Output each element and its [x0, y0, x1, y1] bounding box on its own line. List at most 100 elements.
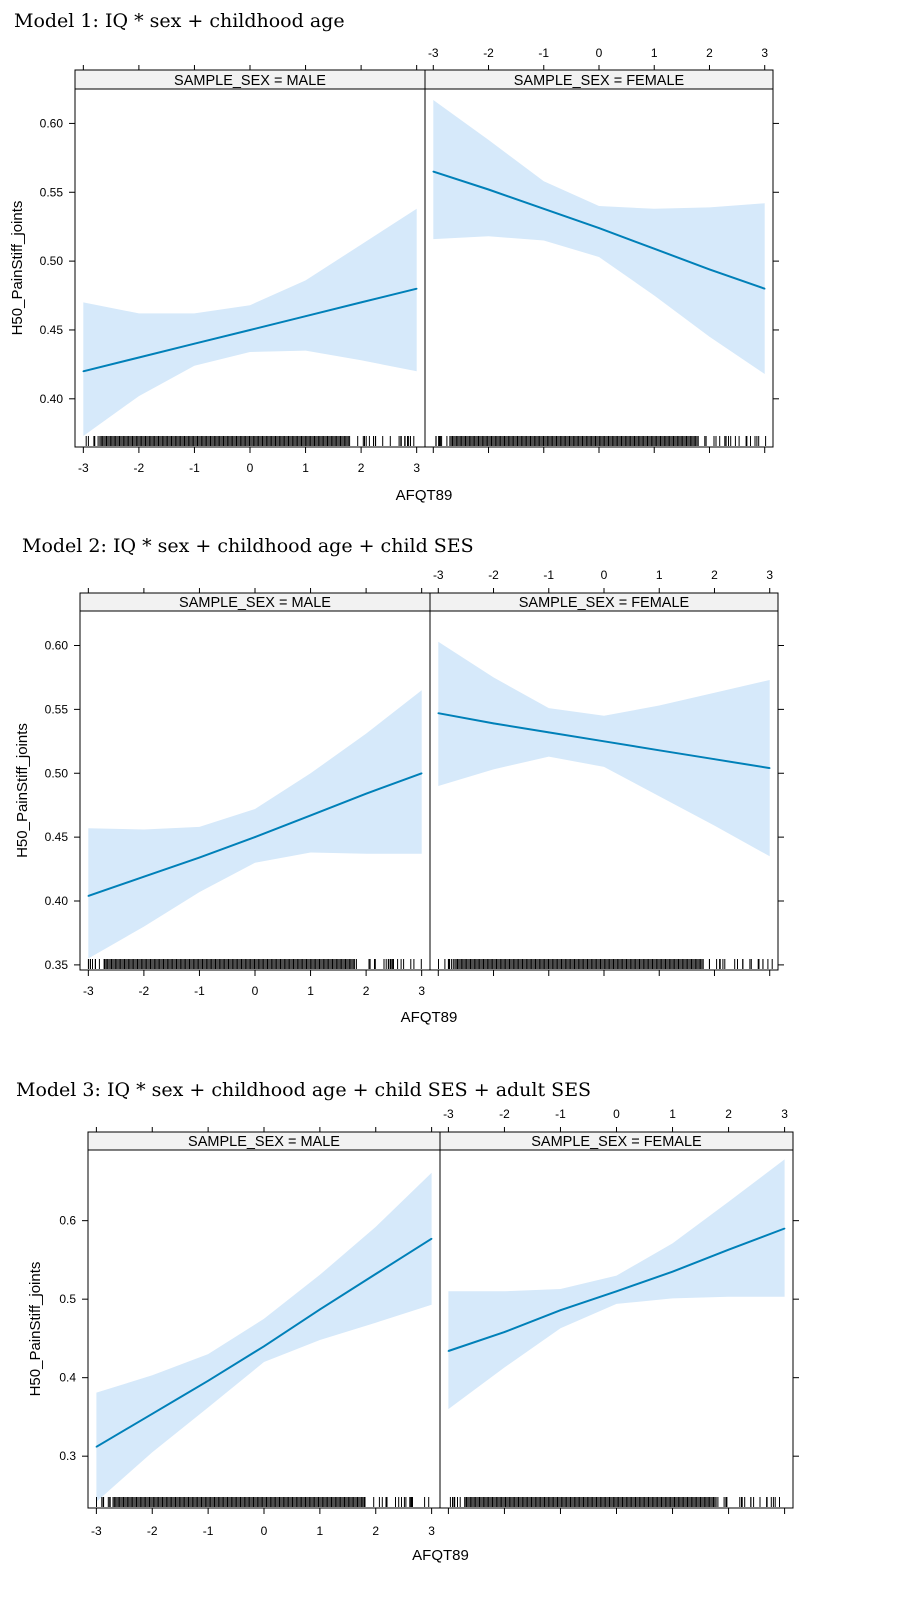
m3-x-tick-label-top: 3 [781, 1107, 788, 1121]
m3-x-axis-label: AFQT89 [412, 1547, 469, 1564]
m3-panel-female-point-2 [559, 1309, 562, 1311]
m3-x-tick-label-bottom: 3 [428, 1524, 435, 1538]
m1-x-tick-label-top: 3 [761, 46, 768, 60]
m3-x-tick-label-top: 0 [613, 1107, 620, 1121]
m2-x-tick-label-bottom: -3 [83, 984, 94, 998]
m1-y-tick-label: 0.60 [40, 116, 64, 130]
m2-panel-male-point-6 [420, 772, 423, 775]
m3-x-tick-label-bottom: 1 [317, 1524, 324, 1538]
m1-panel-female-point-2 [543, 208, 545, 210]
m1-panel-female-point-3 [598, 227, 600, 229]
m1-panel-male-confidence-band [83, 208, 417, 436]
m2-x-tick-label-top: -2 [488, 568, 499, 582]
m2-y-tick-label: 0.45 [45, 830, 69, 844]
m2-panel-male-point-0 [87, 895, 90, 897]
m2-x-tick-label-bottom: -1 [194, 984, 205, 998]
m1-panel-male-point-1 [138, 356, 140, 359]
m2-panel-male-rug [87, 959, 422, 969]
m3-panel-male-point-1 [151, 1413, 154, 1415]
m2-panel-female-point-3 [603, 740, 605, 743]
m3-panel-male-point-4 [319, 1308, 321, 1311]
m2-x-tick-label-top: -1 [543, 568, 554, 582]
m2-y-tick-label: 0.55 [45, 702, 69, 716]
m3-y-tick-label: 0.3 [59, 1449, 76, 1463]
m2-x-axis-label: AFQT89 [401, 1009, 458, 1026]
m3-panel-female-rug [449, 1497, 780, 1507]
m2-panel-male-point-4 [309, 814, 312, 817]
m3-y-tick-label: 0.6 [59, 1214, 76, 1228]
m2-y-tick-label: 0.35 [45, 958, 69, 972]
m3-panel-female-confidence-band [448, 1159, 785, 1410]
m1-panel-male-point-3 [249, 329, 251, 331]
m2-x-tick-label-top: -3 [433, 568, 444, 582]
m1-x-tick-label-bottom: -2 [134, 461, 145, 475]
m2-panel-female-point-1 [492, 722, 495, 725]
m3-panel-female-point-1 [503, 1331, 506, 1333]
m2-panel-female-point-5 [713, 758, 716, 760]
m1-panel-male-point-0 [82, 370, 85, 373]
m3-panel-female-frame [439, 1149, 794, 1509]
m2-panel-female-point-0 [437, 712, 440, 714]
m1-panel-female-point-6 [763, 287, 766, 290]
m2-y-tick-label: 0.60 [45, 638, 69, 652]
m1-x-axis-label: AFQT89 [396, 487, 453, 504]
m1-x-tick-label-top: 2 [706, 46, 713, 60]
m3-panel-female-point-3 [615, 1290, 618, 1293]
m3-panel-male-confidence-band [96, 1172, 432, 1502]
m3-panel-female-point-5 [727, 1248, 730, 1251]
m3-x-tick-label-top: 2 [725, 1107, 732, 1121]
m3-x-tick-label-top: -2 [499, 1107, 510, 1121]
m1-y-tick-label: 0.55 [40, 185, 64, 199]
m1-panel-male-point-5 [360, 301, 362, 304]
m2-panel-female-frame [429, 610, 779, 971]
m1-x-tick-label-bottom: 2 [358, 461, 365, 475]
chart-title-model-3: Model 3: IQ * sex + childhood age + chil… [16, 1079, 592, 1101]
m1-panel-female-rug [435, 436, 767, 446]
m3-y-axis-label: H50_PainStiff_joints [27, 1262, 44, 1397]
m3-panel-male-point-0 [95, 1446, 98, 1448]
m1-panel-male-rug [85, 436, 415, 446]
chart-title-model-2: Model 2: IQ * sex + childhood age + chil… [22, 535, 474, 557]
m2-panel-female-point-6 [768, 767, 771, 769]
m3-x-tick-label-top: 1 [669, 1107, 676, 1121]
m1-x-tick-label-top: -3 [428, 46, 439, 60]
m2-panel-male-point-3 [254, 836, 256, 838]
m2-panel-female-strip-label: SAMPLE_SEX = FEMALE [519, 595, 690, 611]
m1-panel-female-point-1 [487, 188, 490, 191]
m1-x-tick-label-bottom: -1 [189, 461, 200, 475]
m2-y-axis-label: H50_PainStiff_joints [14, 723, 31, 858]
m3-x-tick-label-top: -1 [555, 1107, 566, 1121]
m1-panel-male-point-4 [304, 315, 307, 318]
m1-x-tick-label-top: -2 [483, 46, 494, 60]
m3-panel-female-point-6 [783, 1227, 786, 1230]
m1-panel-female-point-0 [432, 170, 435, 173]
m3-panel-male-point-6 [430, 1237, 433, 1240]
m2-panel-female-point-2 [548, 731, 550, 734]
m2-panel-male-point-5 [365, 792, 367, 795]
m3-x-tick-label-top: -3 [443, 1107, 454, 1121]
m1-panel-female-frame [424, 88, 774, 448]
m2-x-tick-label-bottom: 3 [418, 984, 425, 998]
m1-panel-male-point-2 [193, 342, 196, 345]
m1-y-tick-label: 0.45 [40, 323, 64, 337]
m1-panel-female-point-4 [653, 247, 655, 250]
m2-panel-male-confidence-band [88, 690, 422, 959]
chart-title-model-1: Model 1: IQ * sex + childhood age [14, 10, 345, 32]
m3-x-tick-label-bottom: 2 [372, 1524, 379, 1538]
m3-panel-female-point-4 [671, 1270, 674, 1273]
m1-x-tick-label-top: 1 [651, 46, 658, 60]
m1-panel-female-confidence-band [433, 100, 765, 374]
m2-panel-male-strip-label: SAMPLE_SEX = MALE [179, 595, 331, 611]
m3-panel-male-strip-label: SAMPLE_SEX = MALE [188, 1134, 340, 1150]
m1-x-tick-label-top: -1 [538, 46, 549, 60]
m2-x-tick-label-top: 2 [711, 568, 718, 582]
m1-x-tick-label-bottom: 1 [302, 461, 309, 475]
m3-x-tick-label-bottom: -3 [91, 1524, 102, 1538]
m3-panel-female-strip-label: SAMPLE_SEX = FEMALE [531, 1134, 702, 1150]
m3-panel-female-point-0 [447, 1350, 450, 1352]
m1-panel-female-point-5 [708, 268, 711, 271]
m2-x-tick-label-bottom: -2 [139, 984, 150, 998]
m3-panel-male-rug [96, 1497, 430, 1507]
m3-y-tick-label: 0.5 [59, 1292, 76, 1306]
